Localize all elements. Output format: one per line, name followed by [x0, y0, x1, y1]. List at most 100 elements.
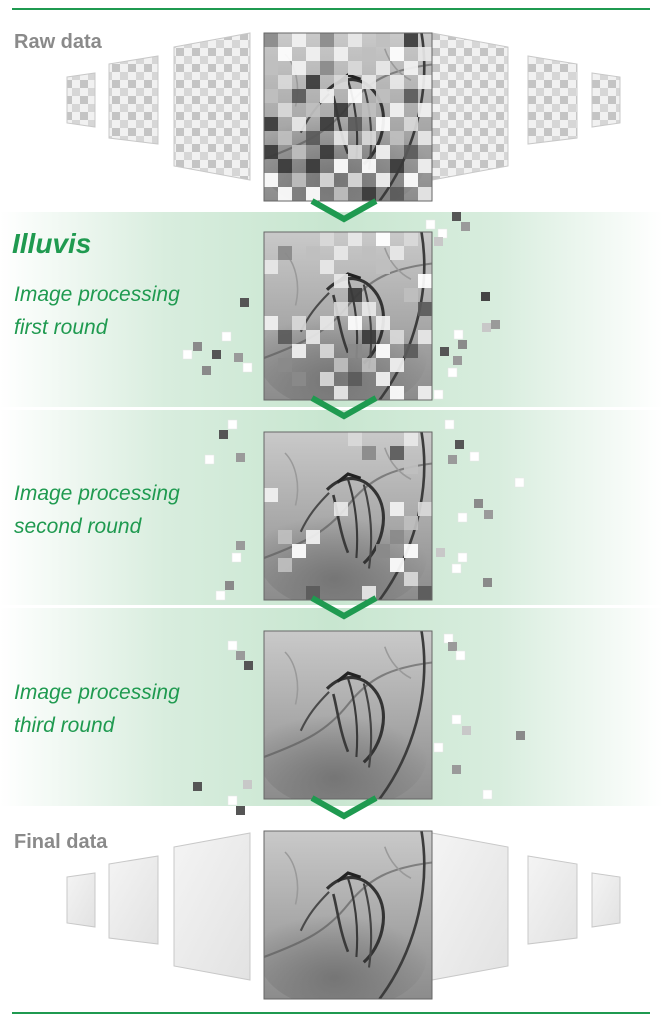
- final-data-heading: Final data: [14, 831, 108, 853]
- pixel-square: [448, 455, 457, 464]
- pixel-tile: [292, 89, 306, 103]
- pixel-tile: [320, 117, 334, 131]
- perspective-panel: [173, 832, 251, 981]
- pixel-square: [219, 430, 228, 439]
- pixel-tile: [334, 302, 348, 316]
- pixel-tile: [264, 173, 278, 187]
- pixel-square: [483, 578, 492, 587]
- pixel-tile: [334, 47, 348, 61]
- pixel-tile: [418, 274, 432, 288]
- pixel-square: [236, 453, 245, 462]
- pixel-tile: [390, 75, 404, 89]
- pixel-square: [440, 347, 449, 356]
- pixel-tile: [376, 173, 390, 187]
- pixel-square: [453, 329, 464, 340]
- pixel-tile: [264, 117, 278, 131]
- pixel-tile: [404, 432, 418, 446]
- pixel-tile: [278, 246, 292, 260]
- image-frame: [263, 830, 433, 1000]
- pixel-tile: [334, 274, 348, 288]
- pixel-tile: [404, 460, 418, 474]
- final-data-row: [66, 832, 621, 981]
- pixel-square: [212, 350, 221, 359]
- pixel-tile: [390, 502, 404, 516]
- pixel-square: [458, 340, 467, 349]
- pixel-tile: [292, 173, 306, 187]
- pixel-square: [481, 292, 490, 301]
- pixel-square: [236, 806, 245, 815]
- pixel-tile: [292, 344, 306, 358]
- pixel-tile: [306, 187, 320, 201]
- pixel-square: [193, 342, 202, 351]
- pixel-tile: [362, 446, 376, 460]
- pixel-square: [240, 298, 249, 307]
- pixel-tile: [348, 89, 362, 103]
- pixel-square: [443, 633, 454, 644]
- pixel-square: [444, 419, 455, 430]
- pixel-tile: [278, 103, 292, 117]
- pixel-tile: [320, 33, 334, 47]
- image-frame: [263, 32, 433, 202]
- top-rule: [12, 8, 650, 10]
- pixel-tile: [320, 145, 334, 159]
- perspective-panel: [431, 832, 509, 981]
- pixel-tile: [418, 103, 432, 117]
- pixel-square: [242, 362, 253, 373]
- pixel-tile: [362, 47, 376, 61]
- pixel-square: [234, 353, 243, 362]
- pixel-tile: [376, 145, 390, 159]
- pixel-tile: [404, 544, 418, 558]
- pixel-tile: [376, 316, 390, 330]
- pixel-tile: [264, 33, 278, 47]
- pixel-tile: [334, 386, 348, 400]
- pixel-square: [452, 212, 461, 221]
- pixel-tile: [292, 372, 306, 386]
- pixel-tile: [348, 288, 362, 302]
- pixel-square: [451, 714, 462, 725]
- pixel-tile: [348, 316, 362, 330]
- image-frame: [263, 231, 433, 401]
- pixel-tile: [362, 159, 376, 173]
- pixel-tile: [320, 232, 334, 246]
- pixel-tile: [264, 260, 278, 274]
- pixel-square: [433, 389, 444, 400]
- pixel-square: [182, 349, 193, 360]
- chevron-down-icon: [310, 198, 378, 223]
- pixel-tile: [404, 61, 418, 75]
- pixel-tile: [390, 386, 404, 400]
- perspective-panel: [591, 72, 621, 128]
- pixel-tile: [404, 173, 418, 187]
- pixel-tile: [418, 502, 432, 516]
- pixel-tile: [404, 344, 418, 358]
- pixel-tile: [264, 488, 278, 502]
- perspective-panel: [108, 855, 159, 945]
- pixel-square: [236, 541, 245, 550]
- perspective-panel: [173, 32, 251, 181]
- pixel-square: [469, 451, 480, 462]
- pixel-tile: [320, 372, 334, 386]
- pixel-tile: [320, 173, 334, 187]
- pixel-tile: [390, 103, 404, 117]
- pixel-square: [193, 782, 202, 791]
- perspective-panel: [66, 72, 96, 128]
- pixel-tile: [348, 145, 362, 159]
- pixel-tile: [418, 75, 432, 89]
- pixel-square: [455, 440, 464, 449]
- pixel-tile: [418, 131, 432, 145]
- pixel-tile: [306, 586, 320, 600]
- pixel-tile: [306, 131, 320, 145]
- pixel-tile: [306, 103, 320, 117]
- pixel-tile: [362, 75, 376, 89]
- pixel-square: [244, 661, 253, 670]
- pixel-tile: [292, 316, 306, 330]
- perspective-panel: [108, 55, 159, 145]
- pixel-tile: [348, 344, 362, 358]
- pixel-square: [202, 366, 211, 375]
- pixel-square: [482, 789, 493, 800]
- pixel-tile: [418, 302, 432, 316]
- perspective-panel: [66, 872, 96, 928]
- pixel-tile: [334, 187, 348, 201]
- pixel-tile: [376, 260, 390, 274]
- round-3-image: [264, 631, 432, 799]
